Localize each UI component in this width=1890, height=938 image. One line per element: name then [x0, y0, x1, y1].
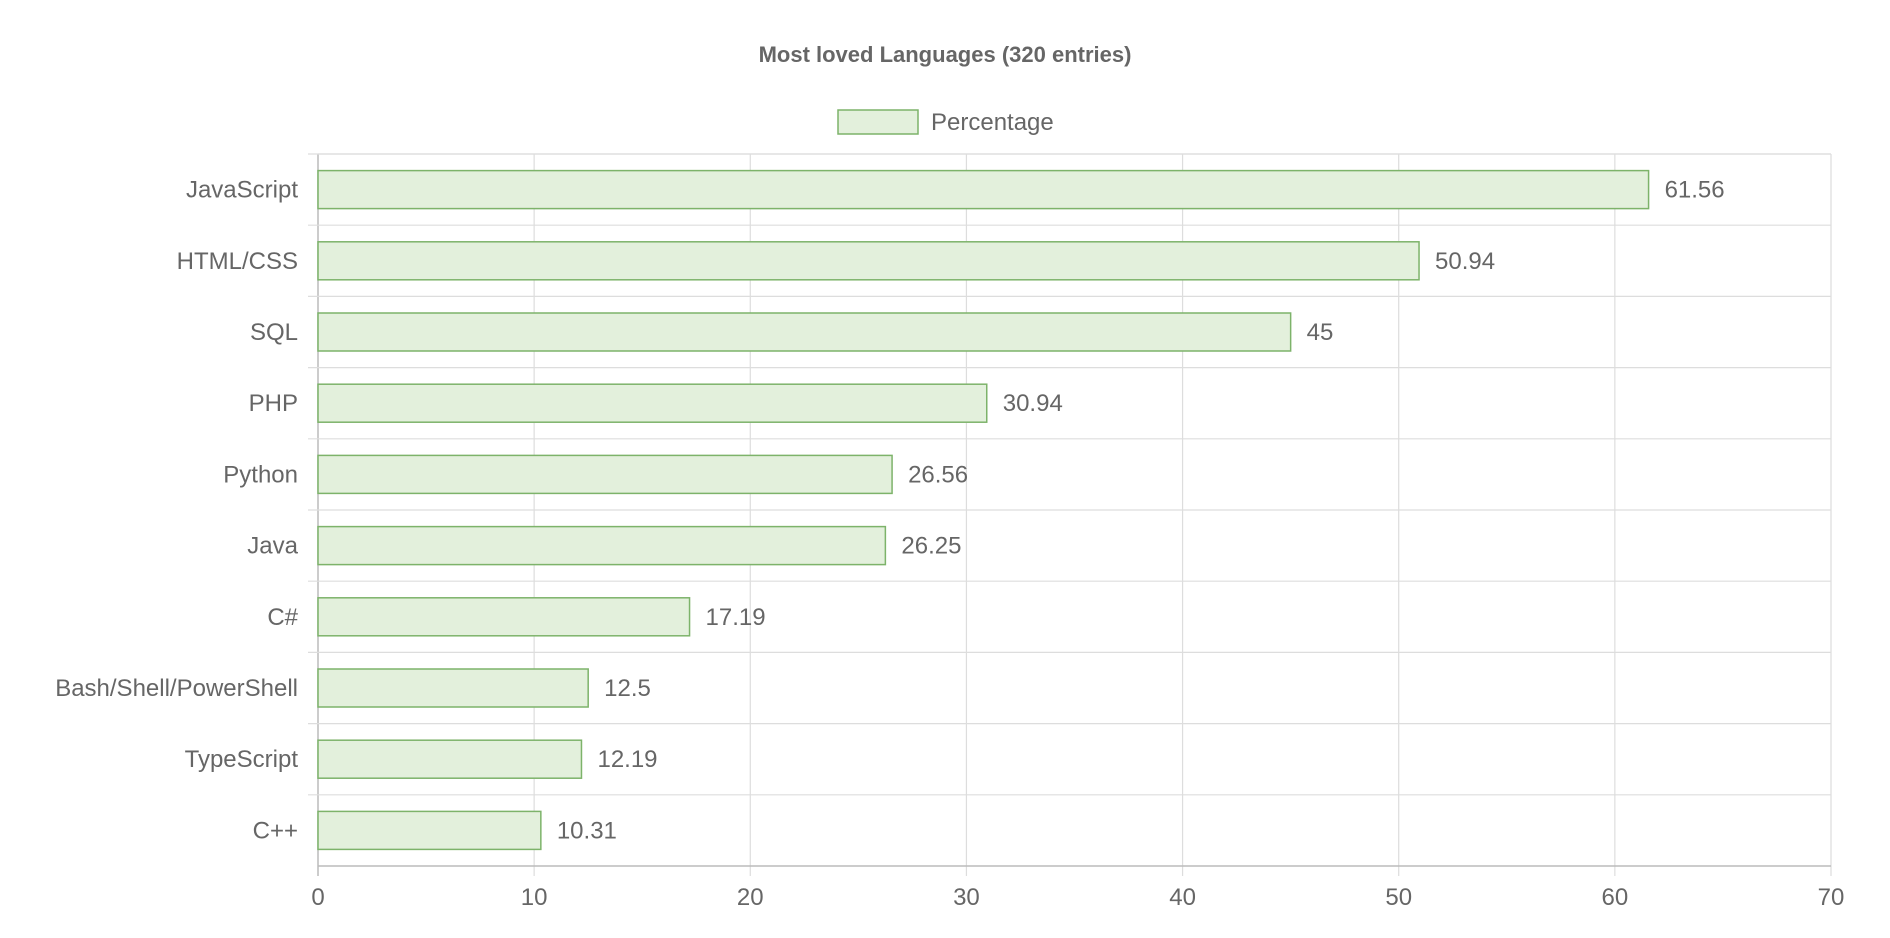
data-label: 45 — [1307, 319, 1334, 346]
x-tick-label: 50 — [1385, 884, 1412, 911]
x-tick-label: 60 — [1602, 884, 1629, 911]
data-labels: 61.56 50.94 45 30.94 26.56 26.25 17.19 12.5 12.1… — [557, 177, 1725, 845]
data-label: 26.56 — [908, 461, 968, 488]
x-tick-label: 70 — [1818, 884, 1845, 911]
category-label: Java — [247, 533, 298, 560]
category-label: TypeScript — [185, 746, 299, 773]
x-tick-label: 30 — [953, 884, 980, 911]
x-tick-labels: 0 10 20 30 40 50 60 70 — [311, 884, 1844, 911]
data-label: 12.5 — [604, 675, 651, 702]
bar[interactable] — [317, 241, 1420, 281]
category-label: HTML/CSS — [177, 248, 298, 275]
category-label: C# — [267, 604, 298, 631]
x-tick-label: 40 — [1169, 884, 1196, 911]
bar[interactable] — [317, 383, 988, 423]
bar[interactable] — [317, 810, 542, 851]
category-label: Python — [223, 461, 298, 488]
bar[interactable] — [317, 668, 589, 708]
bars — [317, 169, 1650, 851]
data-label: 61.56 — [1665, 177, 1725, 204]
category-label: C++ — [253, 817, 298, 844]
bar[interactable] — [317, 312, 1292, 352]
data-label: 50.94 — [1435, 248, 1495, 275]
data-label: 17.19 — [706, 604, 766, 631]
category-labels: JavaScript HTML/CSS SQL PHP Python Java C# Bash… — [55, 177, 298, 845]
bar[interactable] — [317, 739, 583, 779]
bar[interactable] — [317, 169, 1650, 210]
data-label: 30.94 — [1003, 390, 1063, 417]
legend-label: Percentage — [931, 109, 1054, 136]
category-label: SQL — [250, 319, 298, 346]
legend-swatch — [837, 109, 919, 135]
x-tick-label: 0 — [311, 884, 324, 911]
x-tick-label: 10 — [521, 884, 548, 911]
legend[interactable]: Percentage — [837, 109, 1054, 136]
bar[interactable] — [317, 454, 893, 495]
chart-title: Most loved Languages (320 entries) — [759, 42, 1132, 67]
data-label: 10.31 — [557, 817, 617, 844]
category-label: PHP — [249, 390, 298, 417]
x-tick-label: 20 — [737, 884, 764, 911]
category-label: Bash/Shell/PowerShell — [55, 675, 298, 702]
category-label: JavaScript — [186, 177, 298, 204]
data-label: 12.19 — [597, 746, 657, 773]
bar[interactable] — [317, 525, 887, 566]
bar[interactable] — [317, 597, 691, 637]
data-label: 26.25 — [901, 533, 961, 560]
